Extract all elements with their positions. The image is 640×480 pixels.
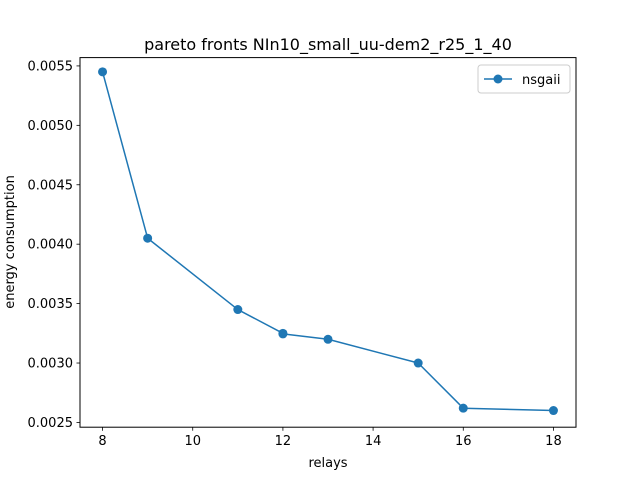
y-tick-label: 0.0045: [28, 178, 74, 193]
legend-marker: [493, 74, 503, 84]
data-point: [233, 305, 243, 315]
legend: nsgaii: [477, 64, 571, 94]
plot-area: [79, 57, 577, 428]
plot-frame: [79, 57, 577, 428]
x-tick-label: 8: [98, 434, 106, 449]
chart-title: pareto fronts NIn10_small_uu-dem2_r25_1_…: [144, 35, 512, 55]
data-point: [458, 403, 468, 413]
x-tick-label: 10: [184, 434, 201, 449]
y-tick-label: 0.0035: [28, 297, 74, 312]
x-tick-label: 16: [455, 434, 472, 449]
data-point: [98, 67, 108, 77]
y-tick-label: 0.0030: [28, 357, 74, 372]
x-axis: 8 10 12 14 16 18: [98, 427, 562, 449]
y-tick-label: 0.0040: [28, 238, 74, 253]
data-point: [548, 406, 558, 416]
legend-label: nsgaii: [522, 73, 560, 88]
y-tick-label: 0.0025: [28, 416, 74, 431]
x-tick-label: 12: [275, 434, 292, 449]
series-layer: [98, 67, 558, 416]
y-tick-label: 0.0050: [28, 119, 74, 134]
y-axis: 0.0025 0.0030 0.0035 0.0040 0.0045 0.0050 0.00…: [28, 59, 80, 431]
x-axis-label: relays: [308, 456, 347, 471]
x-tick-label: 14: [365, 434, 382, 449]
data-point: [323, 334, 333, 344]
data-point: [413, 358, 423, 368]
data-point: [143, 233, 153, 243]
x-tick-label: 18: [545, 434, 562, 449]
data-point: [278, 329, 288, 339]
y-axis-label: energy consumption: [3, 175, 18, 309]
legend-box: [477, 64, 571, 94]
y-tick-label: 0.0055: [28, 59, 74, 74]
